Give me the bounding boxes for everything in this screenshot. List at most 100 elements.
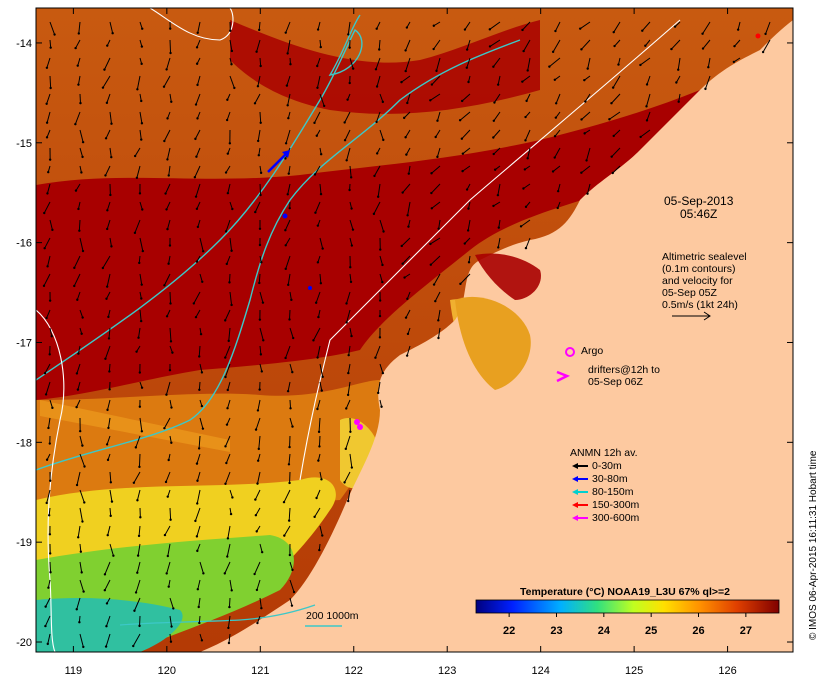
velocity-arrow bbox=[641, 21, 651, 32]
velocity-arrowhead bbox=[73, 266, 76, 270]
velocity-arrowhead bbox=[224, 375, 227, 379]
velocity-arrow bbox=[259, 183, 262, 196]
velocity-arrowhead bbox=[701, 32, 704, 35]
velocity-arrow bbox=[79, 129, 84, 143]
velocity-arrow bbox=[522, 75, 531, 83]
velocity-arrowhead bbox=[345, 321, 348, 324]
velocity-arrowhead bbox=[321, 247, 324, 250]
velocity-arrowhead bbox=[168, 244, 172, 247]
velocity-arrowhead bbox=[112, 554, 115, 557]
velocity-arrow bbox=[76, 597, 81, 610]
velocity-arrowhead bbox=[404, 136, 407, 139]
velocity-arrowhead bbox=[287, 519, 291, 522]
velocity-arrowhead bbox=[645, 83, 649, 86]
velocity-arrowhead bbox=[580, 118, 583, 121]
velocity-arrowhead bbox=[256, 139, 260, 143]
velocity-arrow bbox=[461, 129, 471, 140]
velocity-arrow bbox=[348, 345, 351, 356]
velocity-arrow bbox=[259, 543, 263, 553]
velocity-arrow bbox=[79, 507, 83, 522]
velocity-arrow bbox=[430, 255, 441, 266]
velocity-arrow bbox=[165, 183, 171, 194]
velocity-arrowhead bbox=[171, 351, 174, 354]
velocity-arrowhead bbox=[109, 514, 112, 518]
velocity-arrowhead bbox=[351, 228, 355, 231]
anmn-legend-title: ANMN 12h av. bbox=[570, 447, 638, 459]
drifters-note: drifters@12h to 05-Sep 06Z bbox=[588, 364, 660, 388]
velocity-arrow bbox=[102, 75, 111, 88]
velocity-arrowhead bbox=[49, 46, 52, 49]
velocity-arrow bbox=[379, 93, 384, 103]
velocity-arrow bbox=[169, 399, 172, 408]
velocity-arrowhead bbox=[45, 501, 48, 505]
velocity-arrow bbox=[79, 435, 83, 446]
colorbar-tick-label: 25 bbox=[645, 625, 657, 637]
velocity-arrow bbox=[48, 507, 51, 516]
velocity-arrowhead bbox=[492, 204, 495, 208]
velocity-arrow bbox=[549, 57, 561, 68]
colorbar-title: Temperature (°C) NOAA19_L3U 67% ql>=2 bbox=[520, 586, 730, 598]
velocity-arrowhead bbox=[140, 297, 143, 300]
velocity-arrowhead bbox=[46, 642, 49, 646]
velocity-arrowhead bbox=[611, 86, 615, 89]
velocity-arrow bbox=[198, 597, 201, 608]
velocity-arrow bbox=[109, 147, 112, 158]
velocity-arrow bbox=[289, 363, 293, 373]
velocity-arrowhead bbox=[79, 550, 83, 553]
velocity-arrow bbox=[467, 219, 471, 231]
velocity-arrowhead bbox=[141, 208, 144, 211]
velocity-arrow bbox=[433, 39, 441, 50]
velocity-arrowhead bbox=[48, 442, 51, 445]
velocity-arrowhead bbox=[259, 171, 263, 175]
velocity-arrow bbox=[644, 39, 651, 47]
velocity-arrow bbox=[494, 93, 501, 103]
velocity-arrowhead bbox=[106, 44, 109, 47]
velocity-arrow bbox=[345, 399, 351, 409]
velocity-arrow bbox=[379, 363, 384, 374]
velocity-arrowhead bbox=[43, 372, 47, 375]
velocity-arrowhead bbox=[136, 554, 140, 557]
velocity-arrowhead bbox=[104, 137, 108, 140]
velocity-arrow bbox=[163, 75, 171, 87]
velocity-arrowhead bbox=[292, 590, 296, 594]
velocity-arrow bbox=[379, 273, 383, 283]
velocity-arrowhead bbox=[347, 499, 350, 503]
velocity-arrow bbox=[199, 363, 203, 373]
velocity-arrow bbox=[349, 327, 353, 337]
velocity-arrowhead bbox=[351, 67, 355, 70]
velocity-arrowhead bbox=[77, 352, 80, 355]
velocity-arrow bbox=[195, 183, 201, 197]
velocity-arrow bbox=[226, 417, 231, 425]
velocity-arrowhead bbox=[319, 153, 323, 156]
velocity-arrow bbox=[433, 21, 441, 27]
velocity-arrow bbox=[102, 255, 111, 269]
velocity-arrowhead bbox=[45, 66, 49, 69]
velocity-arrow bbox=[319, 183, 322, 195]
velocity-arrow bbox=[314, 111, 321, 124]
velocity-arrowhead bbox=[78, 229, 81, 232]
velocity-arrowhead bbox=[81, 140, 85, 144]
velocity-arrow bbox=[289, 561, 293, 571]
velocity-arrowhead bbox=[524, 246, 528, 250]
velocity-arrow bbox=[527, 147, 531, 159]
velocity-arrowhead bbox=[488, 45, 492, 48]
velocity-arrowhead bbox=[81, 444, 84, 447]
velocity-arrowhead bbox=[73, 284, 76, 288]
velocity-arrow bbox=[586, 147, 591, 161]
velocity-arrow bbox=[195, 147, 201, 157]
velocity-arrow bbox=[74, 111, 81, 125]
velocity-arrow bbox=[525, 237, 531, 249]
velocity-arrowhead bbox=[288, 318, 291, 321]
velocity-arrowhead bbox=[406, 101, 409, 105]
velocity-arrowhead bbox=[497, 246, 500, 249]
velocity-arrow bbox=[163, 273, 171, 286]
velocity-arrowhead bbox=[349, 266, 352, 269]
velocity-arrowhead bbox=[553, 134, 557, 138]
velocity-arrow bbox=[166, 147, 171, 160]
velocity-arrowhead bbox=[225, 461, 228, 465]
velocity-arrowhead bbox=[381, 263, 384, 267]
velocity-arrow bbox=[259, 57, 262, 67]
velocity-arrowhead bbox=[764, 32, 767, 36]
velocity-arrowhead bbox=[200, 639, 204, 642]
